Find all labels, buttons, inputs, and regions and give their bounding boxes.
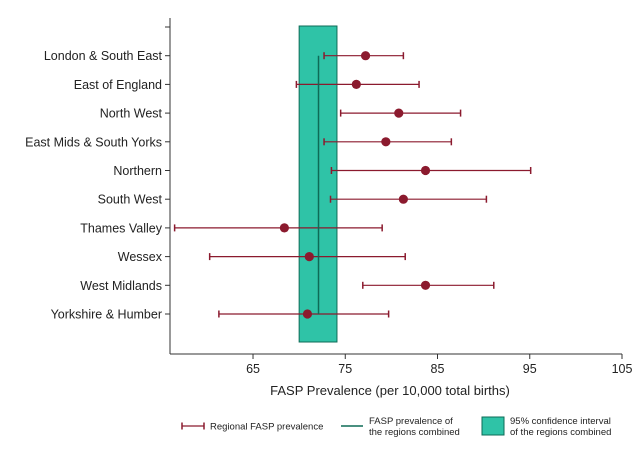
x-tick-label: 65 bbox=[246, 362, 260, 376]
x-tick-label: 85 bbox=[431, 362, 445, 376]
point-estimate bbox=[381, 137, 391, 147]
y-tick-label: North West bbox=[100, 107, 163, 121]
legend-regional-label: Regional FASP prevalence bbox=[210, 422, 323, 433]
y-tick-label: East Mids & South Yorks bbox=[25, 135, 162, 149]
x-axis-label: FASP Prevalence (per 10,000 total births… bbox=[270, 383, 510, 398]
y-tick-label: South West bbox=[98, 193, 163, 207]
point-estimate bbox=[398, 194, 408, 204]
y-tick-label: Yorkshire & Humber bbox=[51, 308, 162, 322]
legend: Regional FASP prevalence FASP prevalence … bbox=[181, 416, 611, 438]
legend-combined-label-line1: FASP prevalence of bbox=[369, 416, 453, 427]
y-tick-label: West Midlands bbox=[80, 279, 162, 293]
legend-ci-label-line2: of the regions combined bbox=[510, 427, 611, 438]
point-estimate bbox=[302, 309, 313, 319]
legend-combined-label-line2: the regions combined bbox=[369, 427, 460, 438]
y-tick-label: Northern bbox=[113, 164, 162, 178]
point-estimate bbox=[394, 108, 404, 118]
legend-ci-label-line1: 95% confidence interval bbox=[510, 416, 611, 427]
x-tick-label: 95 bbox=[523, 362, 537, 376]
point-estimate bbox=[420, 280, 431, 290]
point-estimate bbox=[279, 223, 289, 233]
point-estimate bbox=[351, 79, 361, 89]
y-tick-label: East of England bbox=[74, 78, 162, 92]
plot-area: London & South East East of England North … bbox=[25, 18, 632, 376]
point-estimate bbox=[304, 252, 314, 262]
y-tick-label: London & South East bbox=[44, 49, 163, 63]
y-tick-label: Wessex bbox=[118, 250, 163, 264]
point-estimate bbox=[420, 165, 431, 176]
x-tick-label: 75 bbox=[338, 362, 352, 376]
y-tick-label: Thames Valley bbox=[80, 221, 162, 235]
point-estimate bbox=[360, 51, 371, 61]
x-tick-label: 105 bbox=[612, 362, 633, 376]
legend-ci-symbol bbox=[481, 416, 505, 436]
